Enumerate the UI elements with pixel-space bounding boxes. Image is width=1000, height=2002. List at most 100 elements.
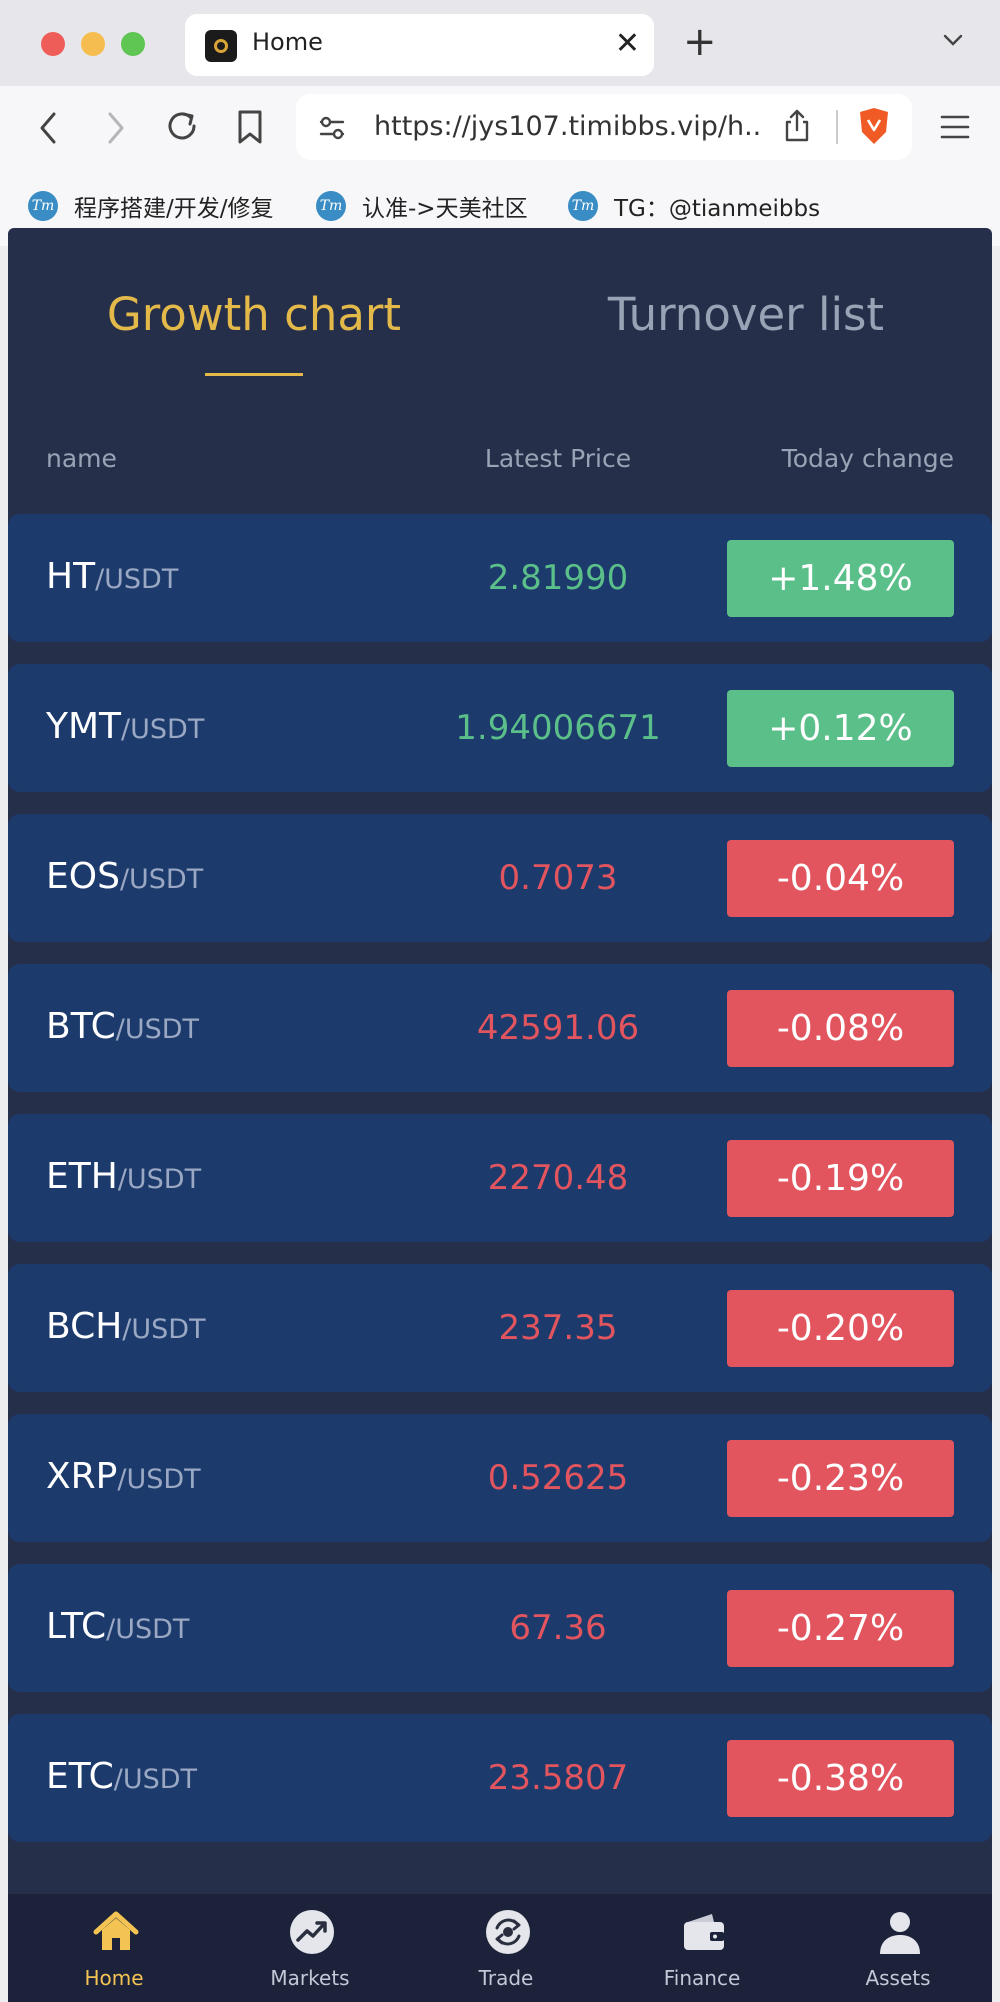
quote-asset: /USDT xyxy=(121,714,205,745)
browser-nav-bar: https://jys107.timibbs.vip/h... Tm 程序搭建/… xyxy=(0,86,1000,246)
minimize-window-button[interactable] xyxy=(81,32,105,56)
nav-label: Finance xyxy=(663,1966,741,1990)
close-tab-button[interactable]: ✕ xyxy=(614,26,640,61)
quote-asset: /USDT xyxy=(119,864,204,895)
column-header-change: Today change xyxy=(781,444,954,473)
bookmark-item[interactable]: Tm TG：@tianmeibbs xyxy=(568,190,820,222)
bottom-navigation: Home Markets Trade xyxy=(8,1894,992,2002)
pair-symbol: XRP/USDT xyxy=(46,1456,201,1497)
change-badge[interactable]: -0.19% xyxy=(727,1140,954,1217)
browser-tab-bar: Home ✕ + xyxy=(0,0,1000,86)
latest-price: 0.7073 xyxy=(498,858,618,898)
markets-icon xyxy=(290,1910,334,1954)
url-divider xyxy=(836,110,838,144)
column-header-price: Latest Price xyxy=(484,444,632,473)
change-badge[interactable]: -0.04% xyxy=(727,840,954,917)
bookmark-label: 程序搭建/开发/修复 xyxy=(74,196,274,222)
forward-icon[interactable] xyxy=(100,110,130,146)
quote-asset: /USDT xyxy=(117,1164,202,1195)
latest-price: 23.5807 xyxy=(487,1758,629,1798)
quote-asset: /USDT xyxy=(113,1764,198,1795)
market-row[interactable]: BCH/USDT 237.35 -0.20% xyxy=(8,1264,992,1392)
pair-symbol: HT/USDT xyxy=(46,556,178,597)
tab-list-chevron-icon[interactable] xyxy=(943,30,963,50)
latest-price: 2.81990 xyxy=(487,558,629,598)
wallet-icon xyxy=(684,1914,724,1950)
nav-home[interactable]: Home xyxy=(16,1894,212,2002)
latest-price: 2270.48 xyxy=(487,1158,629,1198)
browser-tab-home[interactable]: Home ✕ xyxy=(185,14,654,76)
maximize-window-button[interactable] xyxy=(121,32,145,56)
market-row[interactable]: YMT/USDT 1.94006671 +0.12% xyxy=(8,664,992,792)
latest-price: 42591.06 xyxy=(476,1008,640,1048)
change-badge[interactable]: -0.38% xyxy=(727,1740,954,1817)
base-asset: BTC xyxy=(46,1006,116,1047)
nav-finance[interactable]: Finance xyxy=(604,1894,800,2002)
address-bar[interactable]: https://jys107.timibbs.vip/h... xyxy=(296,94,912,160)
latest-price: 0.52625 xyxy=(487,1458,629,1498)
tab-turnover-list[interactable]: Turnover list xyxy=(607,288,885,341)
latest-price: 67.36 xyxy=(509,1608,607,1648)
home-icon xyxy=(93,1911,139,1950)
close-window-button[interactable] xyxy=(41,32,65,56)
bookmark-favicon-icon: Tm xyxy=(316,191,346,221)
market-row[interactable]: EOS/USDT 0.7073 -0.04% xyxy=(8,814,992,942)
base-asset: EOS xyxy=(46,856,120,897)
pair-symbol: YMT/USDT xyxy=(46,706,204,747)
market-row[interactable]: ETC/USDT 23.5807 -0.38% xyxy=(8,1714,992,1842)
bookmark-icon[interactable] xyxy=(234,108,266,146)
nav-label: Markets xyxy=(270,1966,350,1990)
change-badge[interactable]: -0.20% xyxy=(727,1290,954,1367)
active-tab-indicator xyxy=(205,373,303,376)
pair-symbol: BTC/USDT xyxy=(46,1006,199,1047)
pair-symbol: BCH/USDT xyxy=(46,1306,206,1347)
quote-asset: /USDT xyxy=(106,1614,190,1645)
reload-icon[interactable] xyxy=(164,108,200,144)
base-asset: YMT xyxy=(46,706,122,747)
bookmark-item[interactable]: Tm 程序搭建/开发/修复 xyxy=(28,190,274,222)
tab-growth-chart[interactable]: Growth chart xyxy=(106,288,402,341)
user-icon xyxy=(880,1912,920,1954)
quote-asset: /USDT xyxy=(122,1314,206,1345)
market-row[interactable]: ETH/USDT 2270.48 -0.19% xyxy=(8,1114,992,1242)
base-asset: XRP xyxy=(46,1456,118,1497)
base-asset: HT xyxy=(46,556,96,597)
back-icon[interactable] xyxy=(34,110,64,146)
pair-symbol: ETC/USDT xyxy=(46,1756,197,1797)
market-row[interactable]: LTC/USDT 67.36 -0.27% xyxy=(8,1564,992,1692)
market-row[interactable]: BTC/USDT 42591.06 -0.08% xyxy=(8,964,992,1092)
new-tab-button[interactable]: + xyxy=(683,19,717,65)
market-row[interactable]: XRP/USDT 0.52625 -0.23% xyxy=(8,1414,992,1542)
pair-symbol: EOS/USDT xyxy=(46,856,203,897)
change-badge[interactable]: -0.27% xyxy=(727,1590,954,1667)
nav-trade[interactable]: Trade xyxy=(408,1894,604,2002)
nav-assets[interactable]: Assets xyxy=(800,1894,992,2002)
pair-symbol: ETH/USDT xyxy=(46,1156,201,1197)
trade-icon xyxy=(486,1910,530,1954)
change-badge[interactable]: -0.08% xyxy=(727,990,954,1067)
site-settings-icon[interactable] xyxy=(318,114,346,142)
nav-label: Trade xyxy=(478,1966,534,1990)
base-asset: ETC xyxy=(46,1756,114,1797)
nav-label: Home xyxy=(84,1966,144,1990)
quote-asset: /USDT xyxy=(117,1464,201,1495)
base-asset: BCH xyxy=(46,1306,123,1347)
bookmark-item[interactable]: Tm 认准->天美社区 xyxy=(316,190,528,222)
base-asset: LTC xyxy=(46,1606,107,1647)
change-badge[interactable]: -0.23% xyxy=(727,1440,954,1517)
share-icon[interactable] xyxy=(782,108,812,144)
pair-symbol: LTC/USDT xyxy=(46,1606,189,1647)
market-row[interactable]: HT/USDT 2.81990 +1.48% xyxy=(8,514,992,642)
bookmark-label: TG：@tianmeibbs xyxy=(614,196,821,222)
tab-title: Home xyxy=(252,28,323,56)
change-badge[interactable]: +0.12% xyxy=(727,690,954,767)
quote-asset: /USDT xyxy=(115,1014,199,1045)
brave-shield-icon[interactable] xyxy=(856,106,892,146)
latest-price: 1.94006671 xyxy=(455,708,661,748)
nav-markets[interactable]: Markets xyxy=(212,1894,408,2002)
bookmark-favicon-icon: Tm xyxy=(568,191,598,221)
url-text[interactable]: https://jys107.timibbs.vip/h... xyxy=(374,111,764,142)
column-header-name: name xyxy=(46,444,117,473)
change-badge[interactable]: +1.48% xyxy=(727,540,954,617)
browser-menu-icon[interactable] xyxy=(940,114,970,140)
